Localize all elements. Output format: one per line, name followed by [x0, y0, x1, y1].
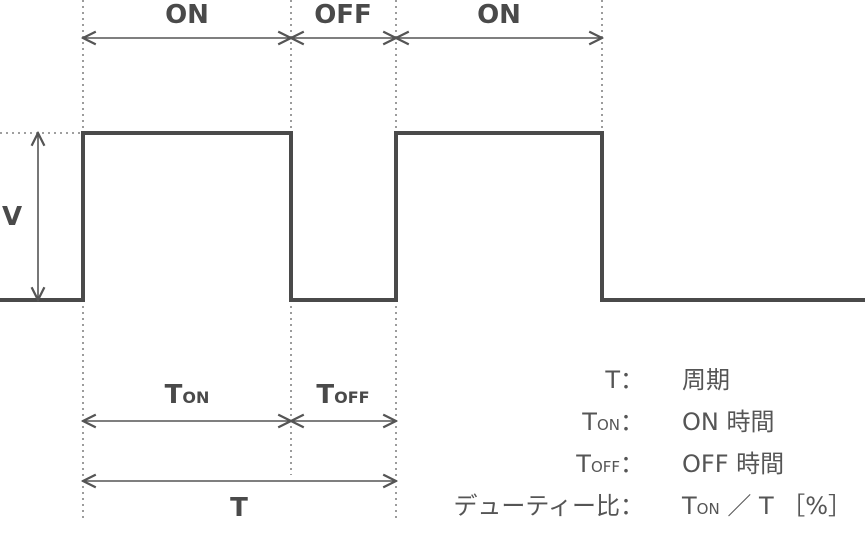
legend-def: 周期	[682, 366, 730, 394]
legend-term-main: デューティー比	[453, 492, 620, 520]
legend-def-sub: ON	[696, 500, 720, 518]
legend-term-main: T	[605, 366, 620, 394]
label-toff: TOFF	[316, 382, 369, 408]
label-on-1: ON	[165, 0, 209, 30]
legend-term-sub: OFF	[590, 458, 620, 476]
legend-row-duty: デューティー比： TON ／ T ［%］	[420, 486, 860, 520]
legend-sep: ：	[620, 450, 644, 478]
legend-term-sub: ON	[596, 416, 620, 434]
legend-term: T：	[605, 360, 644, 395]
legend-sep: ：	[620, 492, 644, 520]
label-ton: TON	[165, 382, 210, 408]
label-toff-sub: OFF	[334, 388, 370, 407]
legend-def: OFF 時間	[682, 450, 785, 478]
legend-term-main: T	[582, 408, 597, 436]
legend-row-period: T： 周期	[420, 360, 860, 394]
legend-def-main: T	[682, 492, 697, 520]
label-off: OFF	[314, 0, 372, 30]
legend-def: ON 時間	[682, 408, 775, 436]
legend-term-main: T	[576, 450, 591, 478]
legend-def: TON ／ T ［%］	[682, 486, 852, 521]
square-wave	[0, 131, 865, 302]
label-period: T	[230, 493, 248, 523]
legend-term: TOFF：	[576, 444, 644, 479]
legend-def-rest: ／ T ［%］	[719, 492, 853, 520]
legend-term: デューティー比：	[453, 486, 644, 521]
legend-row-toff: TOFF： OFF 時間	[420, 444, 860, 478]
label-on-2: ON	[477, 0, 521, 30]
legend-sep: ：	[620, 366, 644, 394]
label-ton-sub: ON	[182, 388, 210, 407]
legend-term: TON：	[582, 402, 644, 437]
label-toff-main: T	[316, 380, 335, 410]
label-ton-main: T	[164, 380, 183, 410]
legend-sep: ：	[620, 408, 644, 436]
legend-row-ton: TON： ON 時間	[420, 402, 860, 436]
label-amplitude: V	[2, 202, 23, 232]
guide-lines	[0, 0, 603, 520]
